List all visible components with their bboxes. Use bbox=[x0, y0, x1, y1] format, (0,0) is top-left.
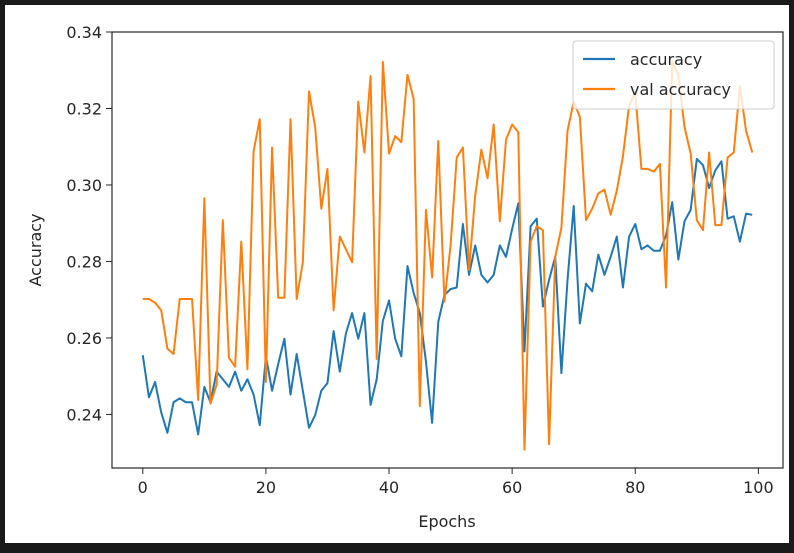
x-tick-label: 0 bbox=[138, 478, 148, 497]
legend: accuracy val accuracy bbox=[572, 40, 775, 110]
legend-label-val-accuracy: val accuracy bbox=[630, 80, 731, 99]
x-tick-label: 40 bbox=[379, 478, 399, 497]
legend-box bbox=[572, 40, 775, 110]
x-tick-label: 60 bbox=[502, 478, 522, 497]
legend-label-accuracy: accuracy bbox=[630, 50, 702, 69]
y-tick-label: 0.34 bbox=[66, 23, 102, 42]
series-line-accuracy bbox=[141, 157, 753, 436]
y-tick-label: 0.26 bbox=[66, 329, 102, 348]
x-axis-label: Epochs bbox=[418, 512, 475, 531]
x-tick-label: 80 bbox=[625, 478, 645, 497]
line-chart: 0 20 40 60 80 100 0.24 0.26 0.28 0.30 0.32 0.34 Ep… bbox=[26, 23, 784, 531]
y-tick-label: 0.30 bbox=[66, 176, 102, 195]
y-axis-label: Accuracy bbox=[26, 213, 45, 286]
x-tick-label: 20 bbox=[256, 478, 276, 497]
y-tick-label: 0.32 bbox=[66, 99, 102, 118]
y-tick-label: 0.24 bbox=[66, 405, 102, 424]
series-layer bbox=[141, 60, 754, 451]
y-axis: 0.24 0.26 0.28 0.30 0.32 0.34 bbox=[66, 23, 112, 424]
x-axis: 0 20 40 60 80 100 bbox=[138, 468, 774, 497]
x-tick-label: 100 bbox=[743, 478, 774, 497]
series-line-val-accuracy bbox=[142, 60, 754, 451]
y-tick-label: 0.28 bbox=[66, 252, 102, 271]
